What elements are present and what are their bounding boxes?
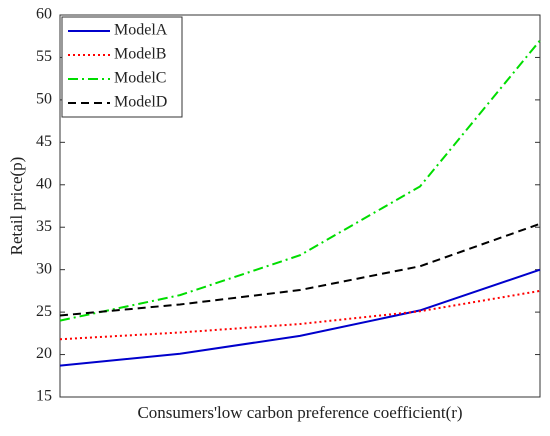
series-line	[59, 268, 541, 367]
plot-frame	[59, 14, 541, 398]
y-tick-label: 60	[36, 6, 52, 23]
y-tick-label: 30	[36, 260, 52, 277]
legend-label: ModelA	[114, 22, 168, 39]
series-line	[59, 222, 541, 317]
y-tick-label: 20	[36, 345, 52, 362]
series-line	[59, 289, 541, 341]
y-axis-label: Retail price(p)	[7, 157, 26, 256]
y-tick-label: 40	[36, 175, 52, 192]
legend-box	[61, 16, 183, 118]
y-tick-label: 35	[36, 218, 52, 235]
y-tick-label: 15	[36, 388, 52, 405]
y-tick-label: 55	[36, 48, 52, 65]
series-line	[59, 39, 541, 322]
legend-label: ModelD	[114, 94, 167, 111]
y-tick-label: 25	[36, 303, 52, 320]
y-tick-label: 45	[36, 133, 52, 150]
legend-label: ModelB	[114, 46, 166, 63]
x-axis-label: Consumers'low carbon preference coeffici…	[137, 403, 462, 422]
legend-label: ModelC	[114, 70, 166, 87]
y-tick-label: 50	[36, 91, 52, 108]
